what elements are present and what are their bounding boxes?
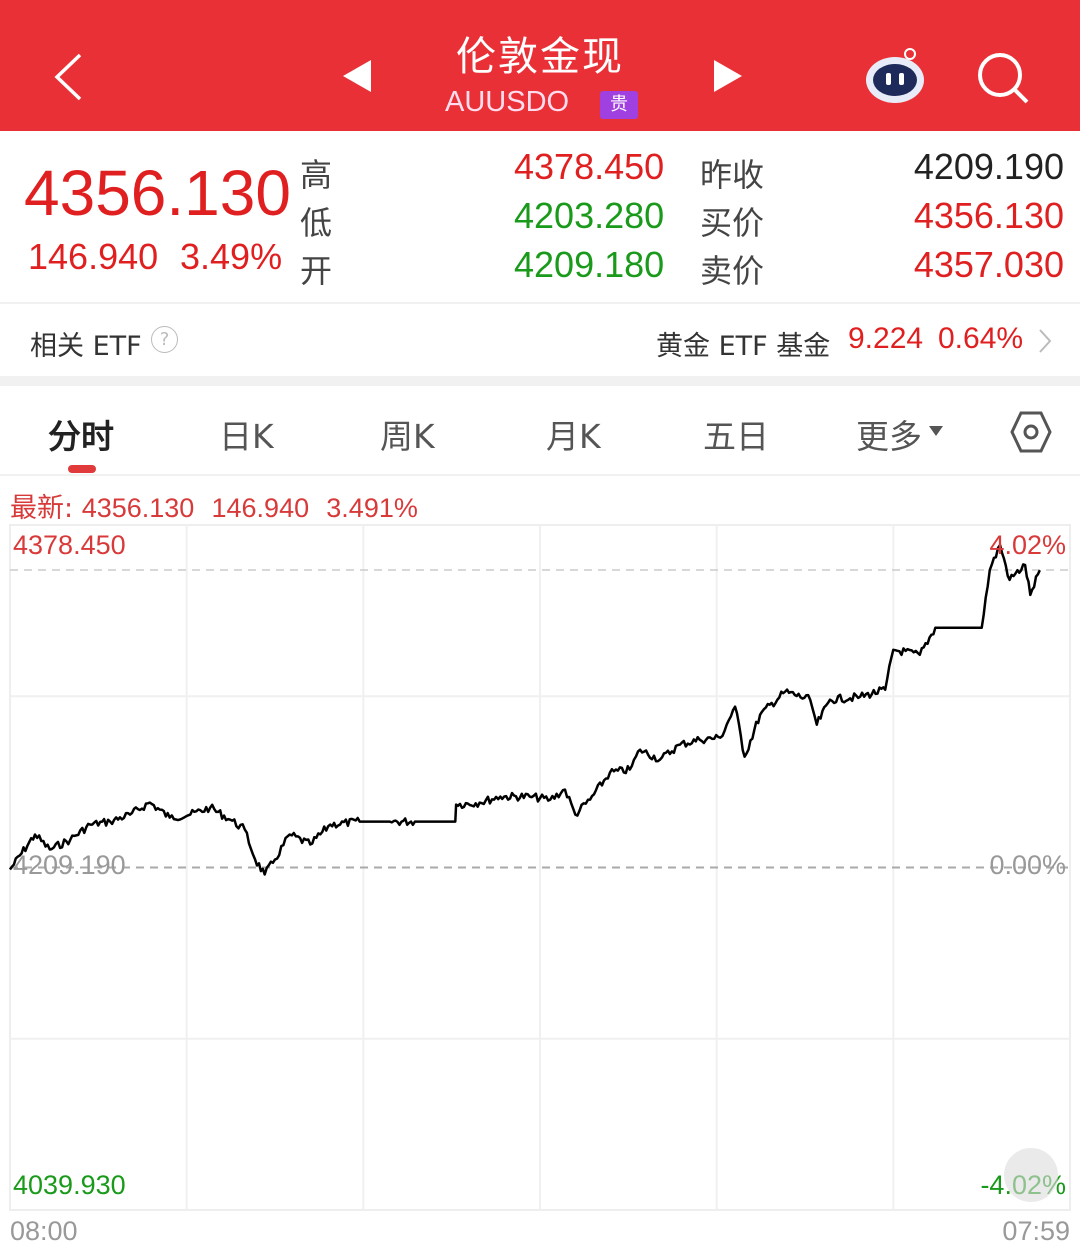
latest-readout: 最新: 4356.130 146.940 3.491%	[10, 486, 418, 525]
price-change: 146.940	[28, 236, 159, 277]
chevron-right-icon[interactable]	[1038, 328, 1052, 354]
related-etf-label: 相关 ETF	[30, 331, 142, 362]
latest-pct: 3.491%	[326, 493, 418, 523]
tab-weekly-k[interactable]: 周K	[380, 417, 435, 456]
divider	[0, 474, 1080, 476]
page-title: 伦敦金现	[456, 34, 624, 80]
intraday-chart[interactable]	[0, 520, 1080, 1220]
next-instrument-icon[interactable]	[714, 60, 742, 92]
divider	[0, 302, 1080, 304]
help-icon[interactable]: ?	[151, 326, 178, 353]
pct-mid-label: 0.00%	[989, 850, 1066, 880]
ask-value: 4357.030	[913, 244, 1064, 285]
low-label: 低	[300, 204, 333, 242]
bid-value: 4356.130	[913, 195, 1064, 236]
tab-five-day[interactable]: 五日	[703, 417, 769, 456]
latest-change: 146.940	[211, 493, 310, 523]
top-bar: 伦敦金现 AUUSDO 贵	[0, 0, 1080, 131]
last-price: 4356.130	[24, 157, 291, 229]
x-start-label: 08:00	[10, 1216, 78, 1246]
tab-more[interactable]: 更多	[856, 417, 922, 456]
latest-label: 最新:	[10, 493, 74, 524]
back-icon[interactable]	[52, 52, 84, 102]
prev-close-label: 昨收	[700, 156, 765, 194]
active-tab-indicator	[68, 465, 96, 473]
high-label: 高	[300, 156, 333, 194]
etf-fund-price: 9.224	[848, 322, 924, 355]
symbol-code: AUUSDO	[445, 86, 570, 118]
tab-intraday[interactable]: 分时	[48, 417, 114, 456]
settings-hexagon-icon[interactable]	[1010, 410, 1052, 454]
tab-daily-k[interactable]: 日K	[219, 417, 274, 456]
low-value: 4203.280	[514, 195, 665, 236]
pct-top-label: 4.02%	[989, 530, 1066, 560]
open-label: 开	[300, 252, 333, 290]
etf-fund-name[interactable]: 黄金 ETF 基金	[656, 331, 831, 362]
category-badge: 贵	[600, 91, 638, 119]
robot-assistant-icon[interactable]	[864, 46, 928, 106]
prev-instrument-icon[interactable]	[343, 60, 371, 92]
price-change-pct: 3.49%	[180, 236, 283, 277]
bid-label: 买价	[700, 204, 765, 242]
tab-monthly-k[interactable]: 月K	[546, 417, 601, 456]
etf-fund-pct: 0.64%	[938, 322, 1024, 355]
price-line	[8, 543, 1041, 876]
caret-down-icon	[929, 426, 943, 436]
open-value: 4209.180	[514, 244, 665, 285]
fullscreen-button[interactable]	[1004, 1148, 1058, 1202]
high-value: 4378.450	[514, 146, 665, 187]
section-gap	[0, 376, 1080, 386]
y-mid-label: 4209.190	[13, 850, 126, 880]
ask-label: 卖价	[700, 252, 765, 290]
x-end-label: 07:59	[1002, 1216, 1070, 1246]
search-icon[interactable]	[975, 50, 1031, 106]
latest-price: 4356.130	[81, 493, 195, 523]
prev-close-value: 4209.190	[913, 146, 1064, 187]
y-top-label: 4378.450	[13, 530, 126, 560]
y-bottom-label: 4039.930	[13, 1170, 126, 1200]
